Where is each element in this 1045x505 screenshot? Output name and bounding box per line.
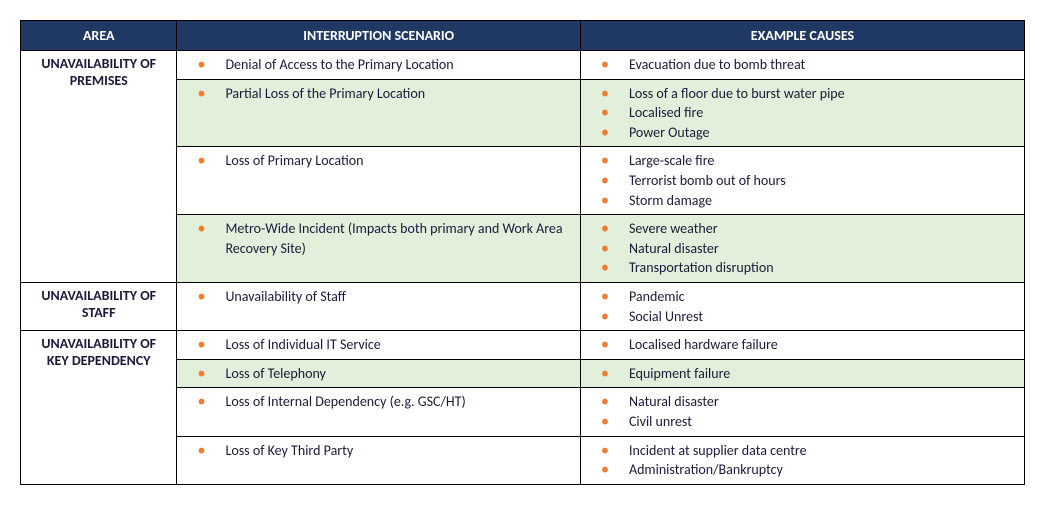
causes-cell: PandemicSocial Unrest <box>580 282 1024 330</box>
cause-item: Transportation disruption <box>589 258 1016 278</box>
cause-item: Incident at supplier data centre <box>589 441 1016 461</box>
table-row: UNAVAILABILITY OF PREMISESDenial of Acce… <box>21 51 1025 80</box>
scenario-cell: Unavailability of Staff <box>177 282 581 330</box>
scenario-list: Loss of Telephony <box>185 364 572 384</box>
header-row: AREA INTERRUPTION SCENARIO EXAMPLE CAUSE… <box>21 21 1025 51</box>
causes-cell: Evacuation due to bomb threat <box>580 51 1024 80</box>
header-causes: EXAMPLE CAUSES <box>580 21 1024 51</box>
cause-item: Power Outage <box>589 123 1016 143</box>
cause-item: Localised hardware failure <box>589 335 1016 355</box>
scenario-list: Loss of Primary Location <box>185 151 572 171</box>
cause-item: Loss of a floor due to burst water pipe <box>589 84 1016 104</box>
cause-item: Evacuation due to bomb threat <box>589 55 1016 75</box>
cause-item: Localised fire <box>589 103 1016 123</box>
header-scenario: INTERRUPTION SCENARIO <box>177 21 581 51</box>
table-body: UNAVAILABILITY OF PREMISES Denial of Acce… <box>21 51 1025 485</box>
causes-cell: Severe weatherNatural disasterTransporta… <box>580 215 1024 283</box>
scenario-item: Loss of Individual IT Service <box>185 335 572 355</box>
scenario-list: Loss of Internal Dependency (e.g. GSC/HT… <box>185 392 572 412</box>
causes-list: Evacuation due to bomb threat <box>589 55 1016 75</box>
table-row: UNAVAILABILITY OF KEY DEPENDENCYLoss of … <box>21 331 1025 360</box>
cause-item: Social Unrest <box>589 307 1016 327</box>
table-row: UNAVAILABILITY OF STAFF Unavailability of… <box>21 282 1025 330</box>
causes-cell: Natural disasterCivil unrest <box>580 388 1024 436</box>
area-cell: UNAVAILABILITY OF STAFF <box>21 282 177 330</box>
scenario-item: Partial Loss of the Primary Location <box>185 84 572 104</box>
scenario-cell: Loss of Primary Location <box>177 147 581 215</box>
cause-item: Natural disaster <box>589 239 1016 259</box>
scenario-cell: Loss of Individual IT Service <box>177 331 581 360</box>
cause-item: Terrorist bomb out of hours <box>589 171 1016 191</box>
scenario-item: Loss of Key Third Party <box>185 441 572 461</box>
scenario-cell: Metro-Wide Incident (Impacts both primar… <box>177 215 581 283</box>
scenario-item: Loss of Primary Location <box>185 151 572 171</box>
scenario-list: Unavailability of Staff <box>185 287 572 307</box>
scenario-item: Loss of Internal Dependency (e.g. GSC/HT… <box>185 392 572 412</box>
cause-item: Administration/Bankruptcy <box>589 460 1016 480</box>
cause-item: Severe weather <box>589 219 1016 239</box>
interruption-scenarios-table: AREA INTERRUPTION SCENARIO EXAMPLE CAUSE… <box>20 20 1025 485</box>
causes-list: Localised hardware failure <box>589 335 1016 355</box>
causes-cell: Localised hardware failure <box>580 331 1024 360</box>
scenario-list: Metro-Wide Incident (Impacts both primar… <box>185 219 572 258</box>
scenario-item: Loss of Telephony <box>185 364 572 384</box>
causes-cell: Loss of a floor due to burst water pipeL… <box>580 79 1024 147</box>
scenario-item: Unavailability of Staff <box>185 287 572 307</box>
area-cell: UNAVAILABILITY OF KEY DEPENDENCY <box>21 331 177 485</box>
causes-cell: Equipment failure <box>580 359 1024 388</box>
cause-item: Storm damage <box>589 191 1016 211</box>
causes-cell: Large-scale fireTerrorist bomb out of ho… <box>580 147 1024 215</box>
scenario-list: Partial Loss of the Primary Location <box>185 84 572 104</box>
scenario-list: Denial of Access to the Primary Location <box>185 55 572 75</box>
cause-item: Civil unrest <box>589 412 1016 432</box>
causes-cell: Incident at supplier data centreAdminist… <box>580 436 1024 484</box>
causes-list: Incident at supplier data centreAdminist… <box>589 441 1016 480</box>
cause-item: Equipment failure <box>589 364 1016 384</box>
scenario-item: Metro-Wide Incident (Impacts both primar… <box>185 219 572 258</box>
scenario-cell: Loss of Internal Dependency (e.g. GSC/HT… <box>177 388 581 436</box>
area-cell: UNAVAILABILITY OF PREMISES <box>21 51 177 283</box>
header-area: AREA <box>21 21 177 51</box>
scenario-cell: Denial of Access to the Primary Location <box>177 51 581 80</box>
causes-list: PandemicSocial Unrest <box>589 287 1016 326</box>
causes-list: Large-scale fireTerrorist bomb out of ho… <box>589 151 1016 210</box>
scenario-list: Loss of Individual IT Service <box>185 335 572 355</box>
causes-list: Loss of a floor due to burst water pipeL… <box>589 84 1016 143</box>
scenario-item: Denial of Access to the Primary Location <box>185 55 572 75</box>
cause-item: Pandemic <box>589 287 1016 307</box>
cause-item: Natural disaster <box>589 392 1016 412</box>
cause-item: Large-scale fire <box>589 151 1016 171</box>
causes-list: Equipment failure <box>589 364 1016 384</box>
scenario-cell: Partial Loss of the Primary Location <box>177 79 581 147</box>
causes-list: Natural disasterCivil unrest <box>589 392 1016 431</box>
scenario-list: Loss of Key Third Party <box>185 441 572 461</box>
scenario-cell: Loss of Telephony <box>177 359 581 388</box>
scenario-cell: Loss of Key Third Party <box>177 436 581 484</box>
causes-list: Severe weatherNatural disasterTransporta… <box>589 219 1016 278</box>
